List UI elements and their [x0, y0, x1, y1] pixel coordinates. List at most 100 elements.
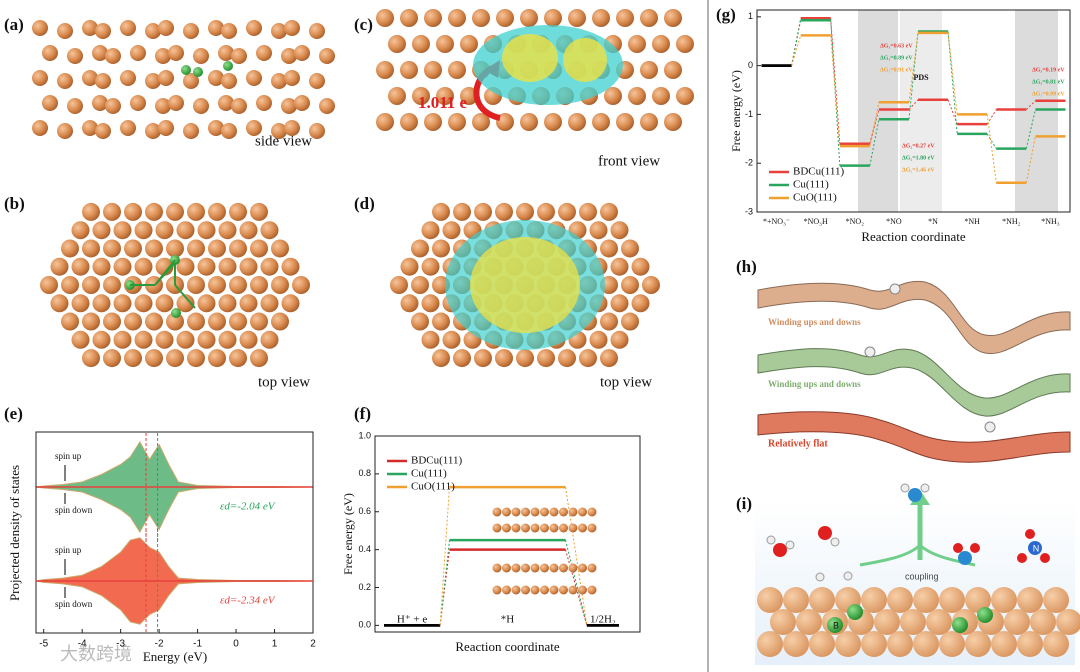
- atom: [187, 276, 205, 294]
- atom: [155, 257, 174, 276]
- connector: [791, 35, 802, 66]
- atom: [197, 330, 216, 349]
- y-tick-label: 1.0: [358, 430, 371, 440]
- atom: [965, 587, 991, 613]
- atom: [492, 585, 502, 595]
- atom: [1017, 553, 1027, 563]
- atom: [376, 9, 394, 27]
- atom: [155, 330, 174, 349]
- atom: [783, 587, 809, 613]
- atom: [579, 349, 597, 368]
- atom: [250, 312, 268, 331]
- atom: [61, 312, 79, 331]
- atom: [176, 294, 195, 313]
- legend-label: CuO(111): [793, 192, 837, 204]
- atom: [208, 202, 226, 221]
- atom: [187, 312, 205, 331]
- atom: [113, 257, 132, 276]
- atom: [271, 239, 289, 258]
- x-tick-label: *NH: [964, 217, 980, 226]
- atom: [861, 631, 887, 657]
- x-tick-label: -4: [78, 639, 87, 650]
- atom: [208, 312, 226, 331]
- atom: [294, 95, 310, 111]
- atom: [71, 330, 90, 349]
- atom: [208, 239, 226, 258]
- atom: [540, 563, 549, 573]
- atom: [770, 609, 796, 635]
- connector: [947, 32, 958, 115]
- x-tick-label: *NO₂: [846, 217, 865, 226]
- atom: [421, 294, 440, 313]
- atom: [113, 294, 132, 313]
- atom: [540, 507, 549, 517]
- atom: [442, 221, 461, 240]
- atom: [181, 65, 191, 75]
- atom: [256, 45, 272, 61]
- caption: front view: [598, 153, 660, 169]
- atom: [785, 540, 795, 550]
- atom: [95, 123, 111, 139]
- axes-frame: [374, 435, 641, 633]
- legend-label: Cu(111): [793, 179, 829, 191]
- atom: [568, 585, 578, 595]
- atom: [592, 9, 610, 27]
- caption: top view: [258, 374, 310, 390]
- atom: [32, 120, 48, 136]
- atom: [250, 202, 268, 221]
- x-tick-label: -1: [193, 639, 202, 650]
- atom: [600, 239, 618, 258]
- atom: [124, 202, 142, 221]
- atom: [610, 330, 629, 349]
- atom: [578, 563, 587, 573]
- atom: [145, 73, 161, 89]
- atom: [208, 70, 224, 86]
- atom: [631, 294, 650, 313]
- atom: [496, 9, 514, 27]
- label: coupling: [905, 571, 939, 581]
- atom: [208, 276, 226, 294]
- atom: [221, 73, 237, 89]
- charge-density: [563, 38, 607, 82]
- panel-label: (e): [4, 404, 23, 423]
- atom: [208, 120, 224, 136]
- atom: [952, 617, 968, 633]
- atom: [309, 73, 325, 89]
- atom: [502, 563, 511, 573]
- x-tick-label: *NO₃H: [804, 217, 828, 226]
- atom: [521, 585, 530, 595]
- atom: [424, 9, 442, 27]
- atom: [113, 221, 132, 240]
- atom: [193, 98, 209, 114]
- atom: [176, 330, 195, 349]
- atom: [71, 294, 90, 313]
- dg-label: ΔG₃=0.19 eV: [1032, 67, 1065, 73]
- atom: [652, 87, 670, 105]
- atom: [271, 276, 289, 294]
- atom: [218, 95, 234, 111]
- y-tick-label: -2: [745, 158, 753, 168]
- atom: [271, 123, 287, 139]
- atom: [197, 294, 216, 313]
- atom: [221, 23, 237, 39]
- atom: [260, 294, 279, 313]
- atom: [1056, 609, 1080, 635]
- atom: [664, 61, 682, 79]
- atom: [1017, 631, 1043, 657]
- atom: [835, 631, 861, 657]
- atom: [229, 239, 247, 258]
- atom: [600, 349, 618, 368]
- atom: [246, 20, 262, 36]
- x-tick-label: -3: [116, 639, 125, 650]
- atom: [757, 587, 783, 613]
- atom: [168, 45, 184, 61]
- y-tick-label: 1: [748, 11, 753, 21]
- y-tick-label: -3: [745, 206, 753, 216]
- x-axis-label: Reaction coordinate: [455, 639, 560, 654]
- charge-density: [470, 237, 580, 333]
- annotation: εd=-2.04 eV: [220, 501, 276, 513]
- atom: [309, 123, 325, 139]
- dg-label: ΔG₂=1.46 eV: [902, 167, 935, 173]
- x-tick-label: *+NO₃⁻: [763, 217, 790, 226]
- atom: [453, 202, 471, 221]
